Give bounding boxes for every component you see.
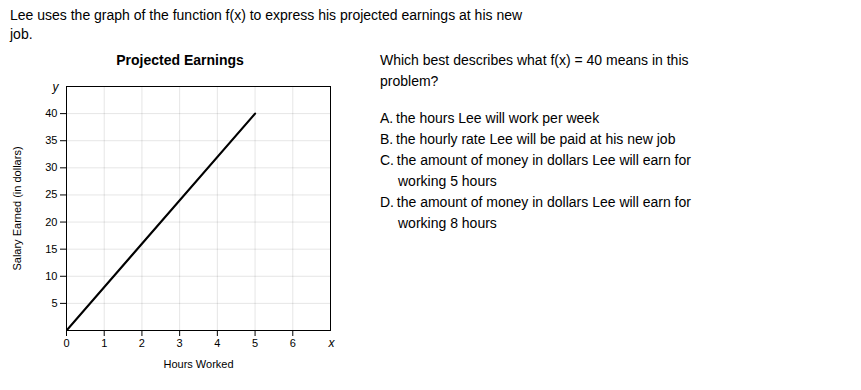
svg-text:y: y bbox=[52, 80, 60, 94]
svg-text:30: 30 bbox=[45, 161, 57, 173]
svg-text:5: 5 bbox=[252, 337, 258, 349]
html-text:D. the amount of money in doll: D. the amount of money in dollars Lee wi… bbox=[380, 194, 691, 210]
svg-text:40: 40 bbox=[45, 107, 57, 119]
html-text:Lee uses the graph of the func: Lee uses the graph of the function f(x) … bbox=[10, 7, 523, 23]
svg-text:5: 5 bbox=[51, 297, 57, 309]
html-text:working 8 hours: working 8 hours bbox=[398, 215, 497, 231]
svg-text:6: 6 bbox=[290, 337, 296, 349]
html-text:Which best describes what f(x): Which best describes what f(x) = 40 mean… bbox=[380, 52, 689, 68]
svg-text:1: 1 bbox=[101, 337, 107, 349]
svg-text:Salary Earned (in dollars): Salary Earned (in dollars) bbox=[11, 146, 23, 270]
html-text:Projected Earnings: Projected Earnings bbox=[116, 52, 244, 68]
svg-text:4: 4 bbox=[214, 337, 220, 349]
html-text:A. the hours Lee will work per: A. the hours Lee will work per week bbox=[380, 110, 600, 126]
html-text:C. the amount of money in doll: C. the amount of money in dollars Lee wi… bbox=[380, 152, 691, 168]
html-text:B. the hourly rate Lee will be: B. the hourly rate Lee will be paid at h… bbox=[380, 131, 676, 147]
svg-text:20: 20 bbox=[45, 216, 57, 228]
svg-text:Hours Worked: Hours Worked bbox=[163, 358, 233, 370]
svg-text:15: 15 bbox=[45, 243, 57, 255]
svg-text:3: 3 bbox=[177, 337, 183, 349]
svg-text:0: 0 bbox=[63, 337, 69, 349]
svg-text:10: 10 bbox=[45, 270, 57, 282]
html-text:problem?: problem? bbox=[380, 73, 439, 89]
svg-text:x: x bbox=[328, 336, 336, 350]
svg-text:2: 2 bbox=[139, 337, 145, 349]
html-text:working 5 hours: working 5 hours bbox=[398, 173, 497, 189]
svg-text:25: 25 bbox=[45, 188, 57, 200]
html-text:job.: job. bbox=[10, 26, 33, 42]
svg-text:35: 35 bbox=[45, 134, 57, 146]
